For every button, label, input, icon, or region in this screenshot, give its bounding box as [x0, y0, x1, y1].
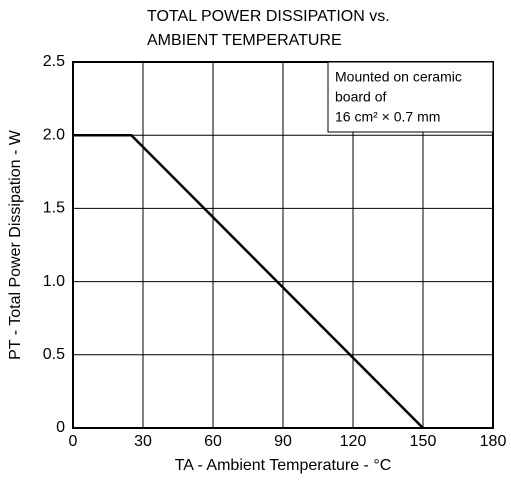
x-tick-label: 60 — [204, 433, 222, 450]
x-tick-label: 180 — [480, 433, 507, 450]
y-tick-label: 2.5 — [43, 53, 65, 70]
annotation: 16 cm² × 0.7 mm — [335, 109, 440, 125]
y-axis-label: PT - Total Power Dissipation - W — [7, 129, 24, 360]
y-tick-label: 0 — [56, 419, 65, 436]
x-tick-label: 0 — [69, 433, 78, 450]
annotation: Mounted on ceramic — [335, 69, 462, 85]
chart-title: AMBIENT TEMPERATURE — [147, 32, 342, 49]
x-axis-label: TA - Ambient Temperature - °C — [175, 457, 392, 474]
annotation-box — [327, 61, 494, 133]
line — [73, 133, 424, 429]
chart-title: TOTAL POWER DISSIPATION vs. — [147, 8, 390, 25]
annotation: board of — [335, 89, 386, 105]
y-tick-label: 1.5 — [43, 200, 65, 217]
y-tick-label: 2.0 — [43, 126, 65, 143]
y-tick-label: 0.5 — [43, 346, 65, 363]
plot-frame — [72, 61, 494, 429]
x-tick-label: 150 — [410, 433, 437, 450]
x-tick-label: 30 — [134, 433, 152, 450]
x-tick-label: 90 — [274, 433, 292, 450]
y-tick-label: 1.0 — [43, 273, 65, 290]
x-tick-label: 120 — [340, 433, 367, 450]
